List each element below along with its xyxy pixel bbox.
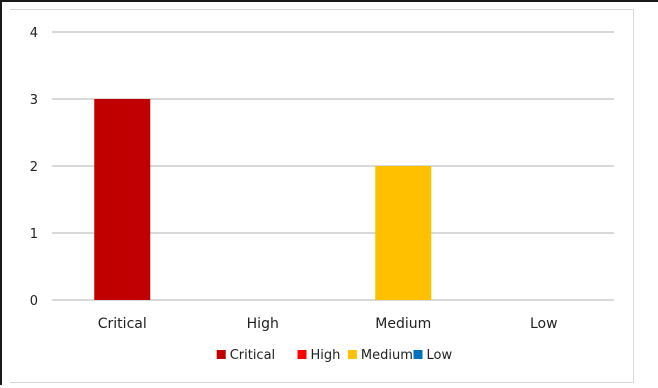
y-tick-label: 1 [30,227,38,242]
bars [94,99,432,300]
x-tick-labels: Critical High Medium Low [98,316,558,332]
legend-item-critical: Critical [216,348,275,363]
legend-item-medium: Medium [347,348,413,363]
x-tick-label-critical: Critical [98,316,147,332]
legend-item-high: High [297,348,341,363]
x-tick-label-medium: Medium [375,316,431,332]
legend-label: Medium [361,348,413,363]
legend-label: High [311,348,341,363]
y-tick-labels: 0 1 2 3 4 [30,26,38,309]
vulnerability-bar-chart: 0 1 2 3 4 Critical High Medium Low Critical High… [30,26,614,363]
bar-medium [375,166,432,300]
x-tick-label-high: High [247,316,279,332]
legend-swatch [297,350,307,359]
y-tick-label: 3 [30,93,38,108]
legend-swatch [216,350,226,359]
legend-swatch [347,350,357,359]
y-tick-label: 2 [30,160,38,175]
bar-critical [94,99,151,300]
y-tick-label: 0 [30,294,38,309]
legend-label: Low [427,348,453,363]
legend-swatch [413,350,423,359]
legend-item-low: Low [413,348,453,363]
legend: Critical High Medium Low [216,348,453,363]
x-tick-label-low: Low [530,316,558,332]
legend-label: Critical [230,348,275,363]
chart-container: 0 1 2 3 4 Critical High Medium Low Critical High… [10,9,634,383]
y-tick-label: 4 [30,26,38,41]
